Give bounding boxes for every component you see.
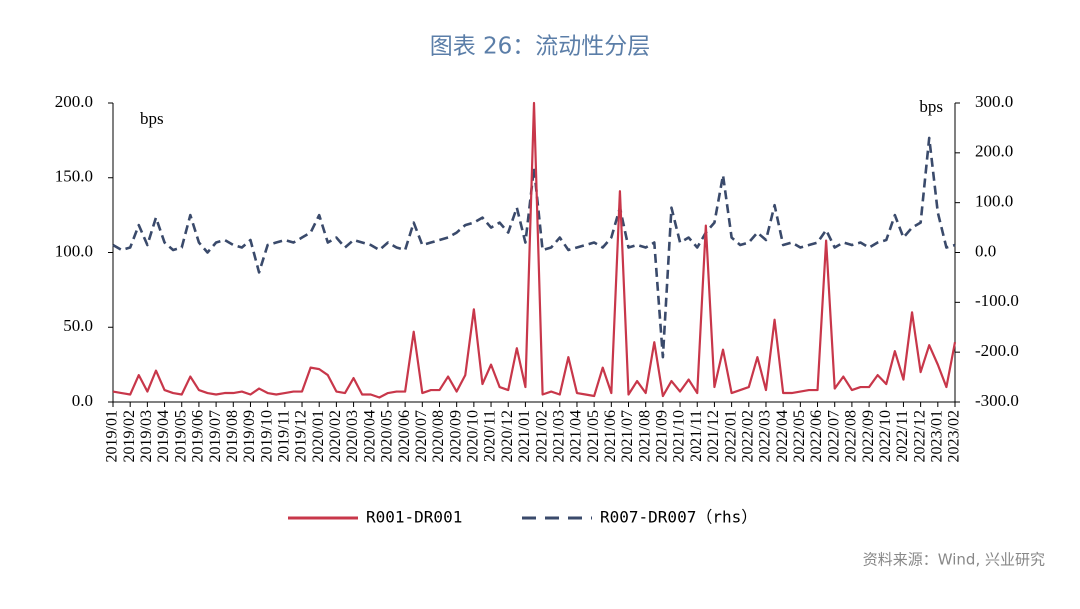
x-tick-label: 2020/10 xyxy=(465,410,482,462)
series-line xyxy=(112,136,956,359)
x-tick-label: 2021/06 xyxy=(602,410,619,462)
x-tick-label: 2021/04 xyxy=(568,410,585,462)
y-tick-label: 150.0 xyxy=(55,167,93,186)
x-tick-label: 2019/07 xyxy=(207,410,224,462)
x-tick-label: 2022/09 xyxy=(860,410,877,462)
y2-tick-label: 100.0 xyxy=(975,192,1013,211)
y-axis-label: bps xyxy=(140,109,164,128)
x-tick-label: 2022/04 xyxy=(774,410,791,462)
x-tick-label: 2022/10 xyxy=(877,410,894,462)
source-note: 资料来源：Wind, 兴业研究 xyxy=(863,551,1045,569)
x-tick-label: 2021/12 xyxy=(705,410,722,462)
x-tick-label: 2020/04 xyxy=(361,410,378,462)
x-tick-label: 2019/09 xyxy=(241,410,258,462)
y2-tick-label: -200.0 xyxy=(975,341,1019,360)
y2-tick-label: 300.0 xyxy=(975,92,1013,111)
x-tick-label: 2021/03 xyxy=(550,410,567,462)
y2-tick-label: 0.0 xyxy=(975,241,996,260)
x-tick-label: 2021/11 xyxy=(688,410,705,462)
x-tick-label: 2022/01 xyxy=(722,410,739,462)
x-tick-label: 2022/02 xyxy=(739,410,756,462)
x-tick-label: 2021/10 xyxy=(671,410,688,462)
x-tick-label: 2023/01 xyxy=(928,410,945,462)
x-tick-label: 2020/12 xyxy=(499,410,516,462)
x-tick-label: 2020/06 xyxy=(396,410,413,462)
x-tick-label: 2022/08 xyxy=(843,410,860,462)
x-tick-label: 2023/02 xyxy=(946,410,963,462)
x-tick-label: 2020/01 xyxy=(310,410,327,462)
chart-title: 图表 26：流动性分层 xyxy=(430,34,651,60)
series-line xyxy=(112,101,957,399)
x-tick-label: 2021/02 xyxy=(533,410,550,462)
x-tick-label: 2019/10 xyxy=(258,410,275,462)
x-tick-label: 2019/08 xyxy=(224,410,241,462)
y2-tick-label: -300.0 xyxy=(975,391,1019,410)
y-tick-label: 200.0 xyxy=(55,92,93,111)
x-tick-label: 2022/07 xyxy=(825,410,842,462)
x-tick-label: 2019/02 xyxy=(121,410,138,462)
x-tick-label: 2021/07 xyxy=(619,410,636,462)
x-tick-label: 2022/11 xyxy=(894,410,911,462)
y-tick-label: 100.0 xyxy=(55,241,93,260)
y2-axis-label: bps xyxy=(919,97,943,116)
legend-label: R007-DR007（rhs） xyxy=(600,508,757,527)
y2-tick-label: -100.0 xyxy=(975,291,1019,310)
legend-label: R001-DR001 xyxy=(366,508,462,527)
x-tick-label: 2020/08 xyxy=(430,410,447,462)
x-tick-label: 2019/12 xyxy=(293,410,310,462)
x-tick-label: 2021/08 xyxy=(636,410,653,462)
x-tick-label: 2022/06 xyxy=(808,410,825,462)
x-tick-label: 2019/11 xyxy=(276,410,293,462)
x-tick-label: 2019/05 xyxy=(172,410,189,462)
x-tick-label: 2021/01 xyxy=(516,410,533,462)
x-tick-label: 2020/07 xyxy=(413,410,430,462)
x-tick-label: 2020/02 xyxy=(327,410,344,462)
x-tick-label: 2019/04 xyxy=(155,410,172,462)
y2-tick-label: 200.0 xyxy=(975,142,1013,161)
x-tick-label: 2020/09 xyxy=(447,410,464,462)
x-tick-label: 2019/03 xyxy=(138,410,155,462)
x-tick-label: 2021/05 xyxy=(585,410,602,462)
x-tick-label: 2019/06 xyxy=(190,410,207,462)
x-tick-label: 2021/09 xyxy=(654,410,671,462)
y-tick-label: 0.0 xyxy=(72,391,93,410)
x-tick-label: 2022/12 xyxy=(911,410,928,462)
x-tick-label: 2022/03 xyxy=(757,410,774,462)
x-tick-label: 2020/03 xyxy=(344,410,361,462)
x-tick-label: 2022/05 xyxy=(791,410,808,462)
x-tick-label: 2019/01 xyxy=(104,410,121,462)
x-tick-label: 2020/05 xyxy=(379,410,396,462)
x-tick-label: 2020/11 xyxy=(482,410,499,462)
y-tick-label: 50.0 xyxy=(63,316,93,335)
